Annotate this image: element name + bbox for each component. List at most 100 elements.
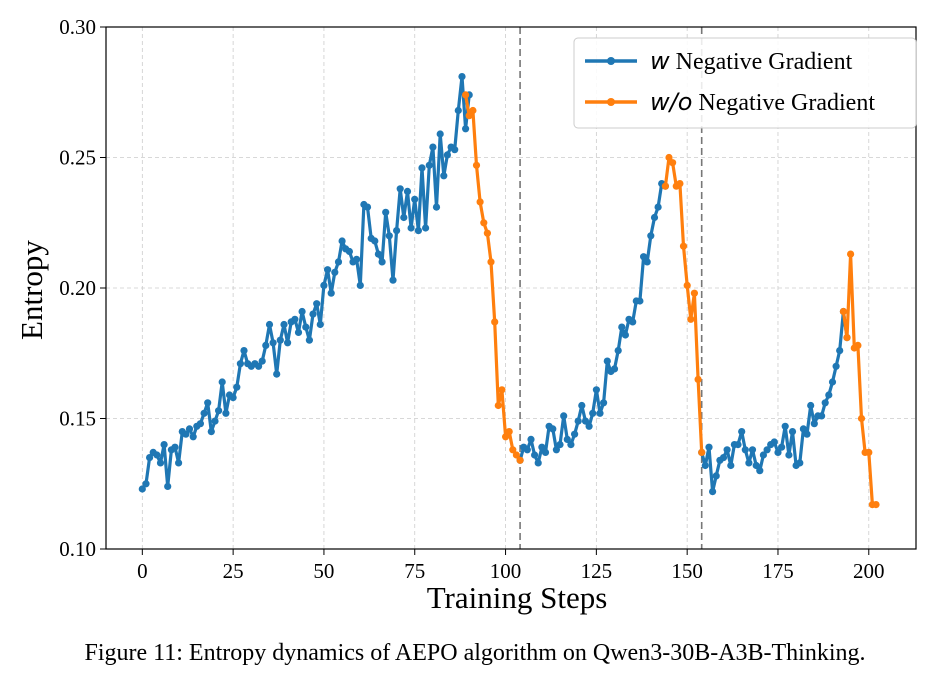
data-point [320, 281, 328, 289]
data-point [200, 409, 208, 417]
y-tick-label: 0.25 [59, 146, 96, 170]
series-line [841, 252, 878, 507]
data-point [560, 412, 568, 420]
data-point [807, 401, 815, 410]
data-point [610, 365, 619, 373]
data-point [378, 258, 386, 266]
data-point [683, 281, 691, 289]
y-axis-title: Entropy [14, 240, 49, 340]
data-point [719, 454, 728, 462]
data-point [454, 106, 462, 115]
series-lines [138, 73, 880, 509]
data-point [669, 159, 677, 167]
data-point [411, 195, 419, 203]
data-point [313, 300, 321, 308]
data-point [723, 446, 731, 454]
data-point [556, 441, 564, 449]
data-point [432, 203, 441, 211]
data-point [429, 143, 437, 151]
data-point [229, 394, 237, 402]
y-tick-label: 0.15 [59, 407, 96, 431]
data-point [483, 229, 491, 237]
data-point [643, 258, 651, 266]
data-point [182, 430, 190, 438]
data-point [581, 417, 590, 425]
data-point [502, 433, 510, 441]
data-point [389, 276, 397, 284]
legend-marker-w [607, 57, 615, 65]
data-point [712, 472, 720, 480]
data-point [465, 112, 473, 120]
data-point [327, 289, 335, 297]
series-line [518, 182, 668, 465]
data-point [752, 461, 760, 470]
data-point [240, 347, 248, 355]
legend-label-wo-suffix: Negative Gradient [692, 90, 875, 116]
data-point [748, 446, 757, 454]
data-point [810, 420, 818, 428]
data-point [218, 378, 226, 386]
data-point [371, 237, 379, 245]
legend-label-w-suffix: Negative Gradient [670, 49, 853, 75]
data-point [458, 73, 466, 81]
x-tick-label: 125 [581, 559, 613, 583]
data-point [204, 399, 212, 407]
data-point [654, 203, 662, 211]
data-point [785, 451, 793, 459]
data-point [196, 420, 204, 428]
data-point [621, 331, 630, 339]
data-point [175, 459, 183, 467]
data-point [491, 318, 499, 326]
data-point [618, 323, 626, 331]
data-point [828, 378, 837, 386]
data-point [236, 360, 244, 368]
data-point [138, 485, 146, 493]
data-point [265, 320, 274, 329]
series-line [464, 93, 522, 462]
data-point [255, 362, 263, 370]
data-point [414, 227, 422, 235]
data-point [600, 399, 608, 407]
data-point [284, 339, 292, 347]
data-point [440, 172, 448, 180]
data-point [523, 446, 531, 454]
data-point [690, 289, 699, 297]
data-point [571, 430, 579, 438]
data-point [745, 459, 753, 467]
data-point [207, 428, 215, 436]
series-line [663, 155, 704, 454]
legend-label-wo-prefix: w/o [650, 88, 692, 116]
data-point [469, 106, 477, 115]
data-point [698, 448, 706, 456]
data-point [302, 323, 310, 331]
data-point [803, 430, 811, 438]
data-point [738, 428, 746, 436]
x-tick-label: 75 [404, 559, 425, 583]
data-point [462, 91, 470, 99]
data-point [498, 386, 506, 394]
data-point [774, 448, 782, 456]
data-point [407, 224, 415, 232]
legend-box [573, 37, 917, 129]
data-point [799, 425, 808, 433]
data-point [534, 459, 542, 467]
legend-label-w: w Negative Gradient [650, 47, 853, 75]
series-1 [462, 91, 880, 509]
data-point [857, 414, 866, 423]
data-point [472, 161, 481, 169]
data-point [531, 451, 539, 459]
data-point [679, 242, 688, 250]
data-point [403, 187, 412, 195]
data-point [578, 401, 586, 410]
data-point [338, 237, 346, 245]
data-point [425, 161, 433, 169]
y-tick-label: 0.10 [59, 537, 96, 561]
data-point [592, 386, 601, 394]
data-point [393, 227, 401, 235]
y-tick-label: 0.30 [59, 15, 96, 39]
data-point [512, 451, 521, 459]
data-point [709, 488, 717, 496]
entropy-chart: 0 25 50 75 100 125 150 175 200 0.10 0.15 0.20 0.25 0.… [14, 15, 917, 615]
data-point [422, 224, 430, 232]
data-point [211, 417, 219, 425]
